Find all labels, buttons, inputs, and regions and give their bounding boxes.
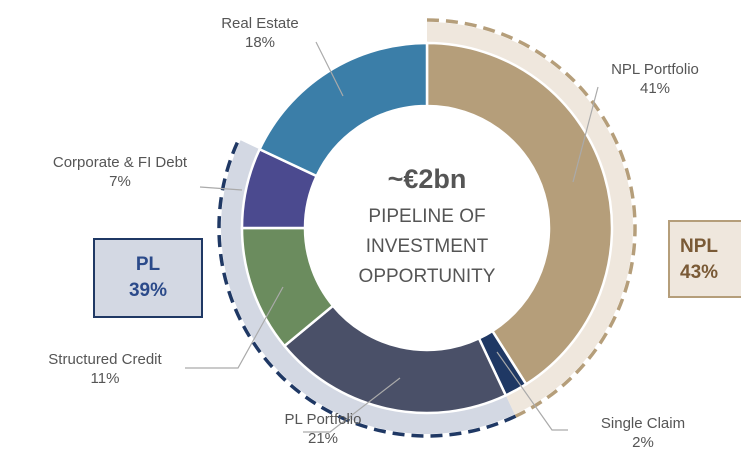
leader-line xyxy=(303,377,401,433)
segment-name: Structured Credit xyxy=(48,351,162,368)
leader-line xyxy=(185,286,284,369)
group-band xyxy=(220,140,515,434)
group-name: NPL xyxy=(680,236,718,257)
group-value: 43% xyxy=(680,262,719,283)
segment-name: Single Claim xyxy=(600,415,686,432)
donut-segment xyxy=(425,41,614,386)
group-band-outline xyxy=(217,138,517,438)
segment-label: NPL Portfolio 41% xyxy=(570,60,740,98)
leader-line xyxy=(315,41,344,97)
segment-label: PL Portfolio 21% xyxy=(238,410,408,448)
center-title: ~€2bn xyxy=(388,164,467,194)
group-value: 39% xyxy=(128,280,168,301)
segment-name: Real Estate xyxy=(221,15,299,32)
segment-value: 41% xyxy=(639,80,671,97)
segment-value: 2% xyxy=(632,434,654,451)
segment-name: PL Portfolio xyxy=(284,411,362,428)
segment-label: Real Estate 18% xyxy=(175,14,345,52)
group-name: PL xyxy=(135,254,161,275)
segment-label: Structured Credit 11% xyxy=(20,350,190,388)
group-box: PL 39% xyxy=(93,238,203,318)
center-line: OPPORTUNITY xyxy=(359,266,496,287)
segment-value: 21% xyxy=(307,430,339,447)
segment-value: 7% xyxy=(109,173,131,190)
group-band-outline xyxy=(426,18,637,418)
center-line: INVESTMENT xyxy=(366,236,489,257)
leader-line xyxy=(572,86,599,183)
segment-label: Corporate & FI Debt 7% xyxy=(45,153,195,191)
leader-line xyxy=(199,186,243,191)
segment-value: 11% xyxy=(90,370,120,387)
donut-segment xyxy=(257,41,429,178)
segment-value: 18% xyxy=(244,34,276,51)
leader-line xyxy=(496,351,568,431)
group-box: NPL 43% xyxy=(668,220,741,298)
segment-label: Single Claim 2% xyxy=(558,414,728,452)
group-band xyxy=(427,22,633,415)
center-line: PIPELINE OF xyxy=(368,206,485,227)
segment-name: Corporate & FI Debt xyxy=(52,154,188,171)
segment-name: NPL Portfolio xyxy=(611,61,699,78)
